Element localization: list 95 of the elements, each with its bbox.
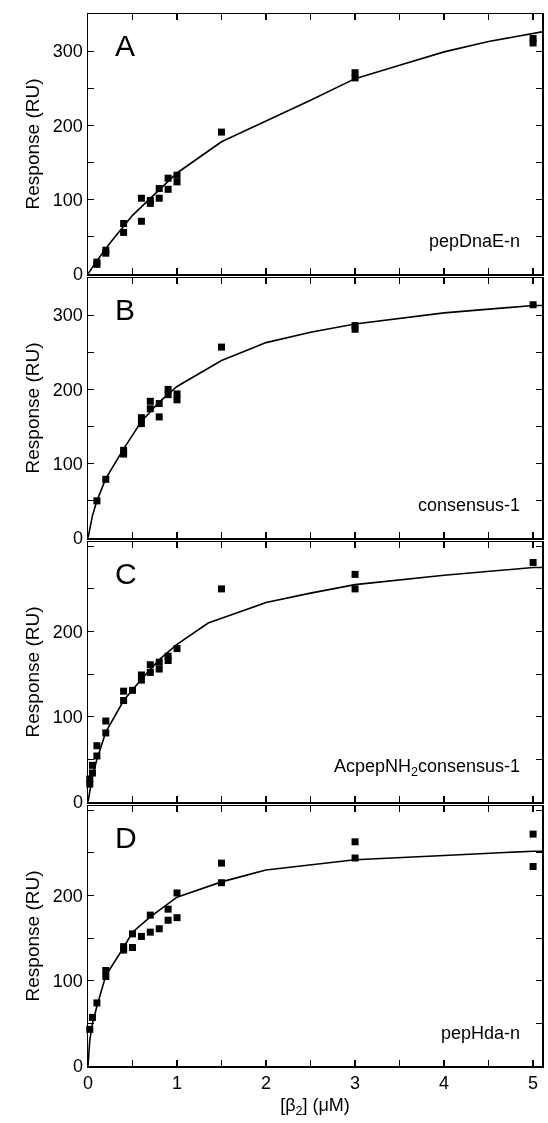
y-tick-label: 200 [52,885,83,906]
point [120,697,128,705]
point [120,228,128,236]
point [218,879,226,887]
point [137,932,145,940]
point [173,178,181,186]
point [529,558,537,566]
point [93,752,101,760]
y-tick-label: 300 [52,305,83,326]
point [137,217,145,225]
point [129,944,137,952]
point [102,972,110,980]
point [102,475,110,483]
y-tick-label: 100 [52,971,83,992]
point [155,185,163,193]
point [218,859,226,867]
point [120,450,128,458]
point [529,39,537,47]
annotation: A [115,29,136,62]
point [351,570,359,578]
point [529,301,537,309]
point [164,391,172,399]
y-axis-title: Response (RU) [21,78,43,210]
x-tick-label: 5 [528,1073,539,1094]
point [173,914,181,922]
point [155,925,163,933]
y-tick-label: 200 [52,621,83,642]
y-tick-label: 0 [72,264,83,285]
x-tick-label: 3 [350,1073,361,1094]
point [146,911,154,919]
point [102,717,110,725]
x-axis-title: [β$_{2}$] (μM) [280,1094,350,1118]
point [146,405,154,413]
y-tick-label: 0 [72,528,83,549]
x-tick-label: 2 [261,1073,272,1094]
point [129,930,137,938]
annotation: pepDnaE-n [429,231,521,251]
point [129,686,137,694]
y-tick-label: 100 [52,454,83,475]
point [102,729,110,737]
y-axis-title: Response (RU) [21,606,43,738]
y-tick-label: 300 [52,41,83,62]
point [137,420,145,428]
point [164,174,172,182]
point [351,585,359,593]
point [93,742,101,750]
annotation: B [115,293,136,326]
point [88,1013,96,1021]
annotation: pepHda-n [441,1023,521,1043]
point [351,838,359,846]
annotation: consensus-1 [418,495,521,515]
point [155,658,163,666]
point [88,761,96,769]
point [146,661,154,669]
point [164,656,172,664]
point [164,916,172,924]
point [88,769,96,777]
point [164,185,172,193]
y-tick-label: 100 [52,707,83,728]
point [218,585,226,593]
y-axis-title: Response (RU) [21,342,43,474]
point [155,413,163,421]
y-tick-label: 0 [72,1056,83,1077]
point [137,194,145,202]
y-tick-label: 0 [72,792,83,813]
point [173,396,181,404]
point [120,687,128,695]
point [146,397,154,405]
point [155,400,163,408]
point [173,889,181,897]
x-tick-label: 1 [172,1073,183,1094]
point [137,676,145,684]
annotation: AcpepNH$_{2}$consensus-1 [334,756,521,779]
point [529,830,537,838]
point [529,863,537,871]
y-axis-title: Response (RU) [21,870,43,1002]
point [93,497,101,505]
point [146,668,154,676]
x-tick-label: 4 [439,1073,450,1094]
y-tick-label: 200 [52,115,83,136]
y-tick-label: 100 [52,190,83,211]
point [218,343,226,351]
point [146,928,154,936]
point [120,219,128,227]
point [155,665,163,673]
point [155,194,163,202]
point [93,999,101,1007]
point [218,128,226,136]
point [351,854,359,862]
point [164,905,172,913]
annotation: C [115,557,137,590]
point [173,645,181,653]
y-tick-label: 200 [52,379,83,400]
point [351,74,359,82]
annotation: D [115,821,137,854]
